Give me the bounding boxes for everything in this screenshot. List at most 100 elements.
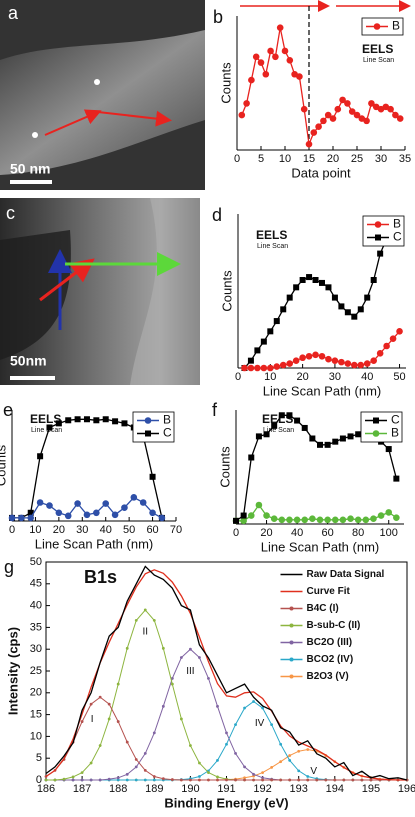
y-tick-label: 35: [30, 621, 42, 633]
scale-bar-label: 50 nm: [10, 161, 50, 177]
point: [152, 731, 156, 735]
legend-marker: [372, 430, 380, 437]
point: [297, 769, 301, 773]
chart-panel: 0 10 20 30 40 50 60 70 Line Scan Path (nm) Counts…: [0, 400, 182, 552]
point: [348, 108, 356, 115]
point: [393, 514, 400, 521]
point: [161, 704, 165, 708]
x-tick-label: 20: [327, 153, 339, 165]
point: [338, 303, 345, 310]
legend-label: Raw Data Signal: [307, 569, 385, 580]
scale-bar: [10, 376, 55, 380]
point: [270, 515, 278, 523]
point: [351, 313, 358, 320]
point: [46, 424, 53, 431]
point: [216, 758, 219, 762]
x-tick-label: 35: [399, 153, 411, 165]
point: [53, 778, 57, 782]
point: [383, 342, 390, 350]
x-tick-label: 0: [233, 527, 239, 539]
point: [98, 778, 102, 782]
point: [158, 514, 166, 522]
x-tick-label: 15: [303, 153, 315, 165]
point: [71, 775, 75, 779]
point: [306, 274, 313, 281]
legend-label: BCO2 (IV): [307, 654, 354, 665]
x-axis-label: Binding Energy (eV): [164, 795, 288, 810]
point: [363, 360, 371, 367]
point: [125, 740, 129, 744]
point: [296, 73, 303, 80]
peak-label: IV: [255, 718, 265, 729]
x-tick-label: 40: [100, 524, 112, 536]
point: [254, 347, 261, 354]
point: [315, 778, 319, 782]
y-tick-label: 45: [30, 578, 42, 590]
point: [161, 777, 165, 781]
point: [324, 778, 328, 782]
point: [243, 765, 246, 769]
point: [324, 516, 331, 524]
legend-label: C: [393, 230, 402, 244]
x-tick-label: 50: [123, 524, 135, 536]
point: [301, 424, 308, 431]
point: [279, 361, 287, 369]
x-tick-label: 40: [291, 527, 303, 539]
legend-label: B4C (I): [307, 603, 339, 614]
point: [299, 277, 306, 283]
point: [344, 360, 352, 367]
point: [93, 509, 100, 517]
particle: [0, 30, 205, 175]
scan-arrow: [39, 258, 95, 302]
x-tick-label: 50: [393, 371, 405, 383]
point: [143, 769, 147, 772]
point: [362, 516, 370, 524]
point: [318, 352, 326, 360]
legend-marker: [289, 606, 294, 611]
point: [319, 279, 325, 286]
point: [216, 778, 219, 782]
point: [357, 306, 364, 313]
annotation: EELS: [30, 412, 61, 426]
point: [243, 778, 246, 782]
point: [331, 357, 339, 364]
x-tick-label: 188: [109, 783, 127, 795]
point: [80, 778, 84, 782]
point: [179, 778, 183, 782]
point: [357, 361, 365, 369]
point: [125, 778, 129, 782]
point: [207, 778, 210, 782]
series-line: [236, 503, 397, 522]
point: [248, 76, 255, 84]
x-tick-label: 196: [398, 783, 415, 795]
chart-panel: 0 10 20 30 40 50 Line Scan Path (nm) Counts d EEL…: [212, 205, 406, 398]
point: [65, 417, 72, 424]
point: [149, 509, 156, 517]
point: [267, 47, 274, 55]
point: [369, 778, 373, 782]
point: [252, 53, 260, 61]
point: [377, 512, 385, 519]
point: [64, 512, 72, 520]
point: [107, 777, 111, 781]
x-tick-label: 80: [352, 527, 364, 539]
x-axis-label: Line Scan Path (nm): [261, 539, 380, 554]
point: [161, 646, 165, 650]
point: [297, 749, 301, 753]
point: [198, 656, 201, 659]
point: [396, 328, 403, 335]
point: [74, 416, 81, 423]
point: [27, 509, 34, 516]
point: [278, 516, 286, 524]
point: [286, 294, 293, 301]
plot-frame: [45, 561, 408, 781]
point: [170, 677, 174, 680]
point: [243, 706, 246, 710]
point: [152, 619, 156, 622]
x-tick-label: 30: [76, 524, 88, 536]
point: [121, 420, 128, 427]
annotation: EELS: [362, 42, 393, 56]
y-tick-label: 0: [36, 774, 42, 786]
point: [152, 778, 156, 782]
point: [309, 435, 316, 442]
